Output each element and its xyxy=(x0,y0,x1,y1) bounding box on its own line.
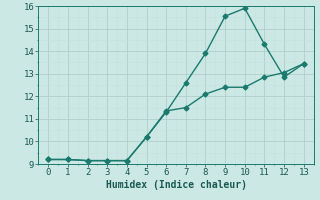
X-axis label: Humidex (Indice chaleur): Humidex (Indice chaleur) xyxy=(106,180,246,190)
